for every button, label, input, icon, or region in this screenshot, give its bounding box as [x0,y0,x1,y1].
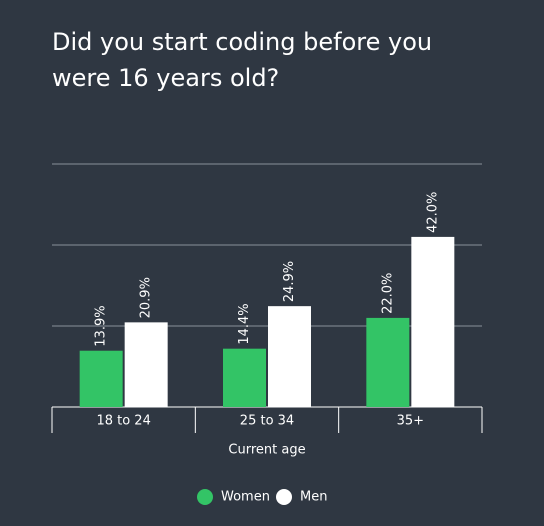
chart-title: Did you start coding before you were 16 … [52,28,433,92]
bar [366,317,410,407]
legend-marker [197,489,213,505]
legend-marker [276,489,292,505]
legend-label: Men [300,490,327,505]
legend-label: Women [221,490,270,505]
bar [79,350,123,407]
bar [124,322,168,407]
x-tick-label: 25 to 34 [240,414,294,429]
value-label: 14.4% [237,303,252,344]
x-tick-label: 18 to 24 [96,414,150,429]
value-label: 13.9% [94,305,109,346]
value-label: 22.0% [380,273,395,314]
bar [268,306,311,407]
value-label: 20.9% [139,277,154,318]
bar [411,236,455,407]
value-label: 24.9% [282,261,297,302]
x-axis-title: Current age [228,443,305,458]
value-label: 42.0% [425,192,440,233]
bar [223,348,266,407]
x-tick-label: 35+ [397,414,424,429]
